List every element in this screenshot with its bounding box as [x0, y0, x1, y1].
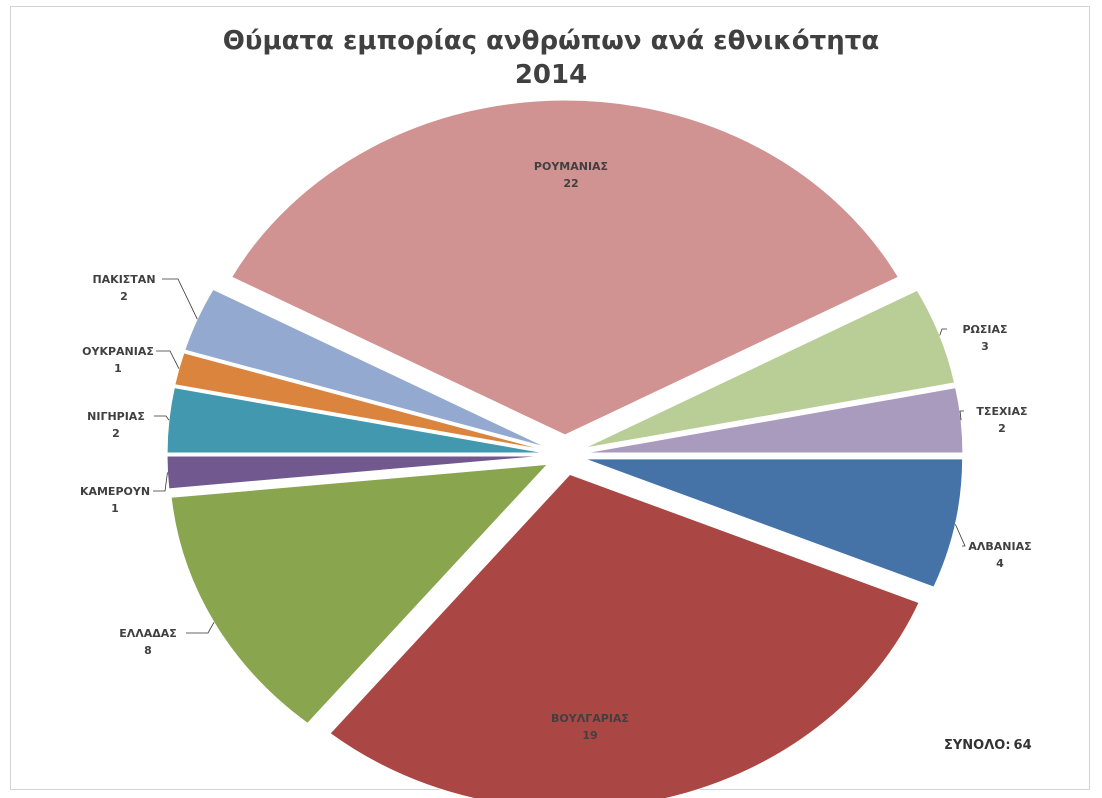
pie-slice-7	[230, 99, 900, 436]
pie-slice-3	[166, 455, 546, 490]
leader-line-4	[154, 415, 170, 421]
slice-value-5: 1	[114, 362, 122, 375]
slice-label-7: ΡΟΥΜΑΝΙΑΣ	[534, 160, 608, 173]
slice-value-8: 3	[981, 340, 989, 353]
leader-line-8	[939, 328, 947, 336]
slice-label-5: ΟΥΚΡΑΝΙΑΣ	[82, 345, 154, 358]
total-value: 64	[1013, 738, 1032, 753]
pie-slice-5	[174, 352, 546, 451]
total-text: ΣΥΝΟΛΟ:	[944, 738, 1011, 753]
slice-label-3: ΚΑΜΕΡΟΥΝ	[80, 485, 150, 498]
pie-slice-8	[583, 289, 956, 449]
slice-label-0: ΑΛΒΑΝΙΑΣ	[968, 540, 1031, 553]
slice-label-4: ΝΙΓΗΡΙΑΣ	[87, 410, 145, 423]
leader-line-2	[186, 622, 215, 634]
slice-value-4: 2	[112, 427, 120, 440]
chart-subtitle: 2014	[514, 60, 588, 90]
slice-value-1: 19	[582, 729, 597, 742]
leader-line-0	[954, 524, 966, 547]
slice-value-2: 8	[144, 644, 152, 657]
slice-label-9: ΤΣΕΧΙΑΣ	[976, 405, 1027, 418]
slice-value-3: 1	[111, 502, 119, 515]
pie-slice-6	[184, 288, 547, 448]
slice-value-6: 2	[120, 290, 128, 303]
slice-label-8: ΡΩΣΙΑΣ	[962, 323, 1007, 336]
slice-label-2: ΕΛΛΑΔΑΣ	[119, 627, 177, 640]
slice-label-1: ΒΟΥΛΓΑΡΙΑΣ	[551, 712, 629, 725]
leader-line-9	[959, 410, 964, 421]
leader-line-6	[162, 278, 198, 320]
pie-slice-2	[170, 463, 549, 725]
pie-slice-4	[166, 387, 546, 454]
chart-title: Θύματα εμπορίας ανθρώπων ανά εθνικότητα	[222, 26, 880, 56]
leader-line-3	[153, 472, 168, 492]
slice-value-9: 2	[998, 422, 1006, 435]
slice-value-7: 22	[563, 177, 578, 190]
pie-slice-1	[329, 473, 920, 798]
total-label: ΣΥΝΟΛΟ: 64	[944, 738, 1032, 753]
slice-value-0: 4	[996, 557, 1004, 570]
leader-line-5	[156, 350, 180, 369]
slice-label-6: ΠΑΚΙΣΤΑΝ	[92, 273, 155, 286]
